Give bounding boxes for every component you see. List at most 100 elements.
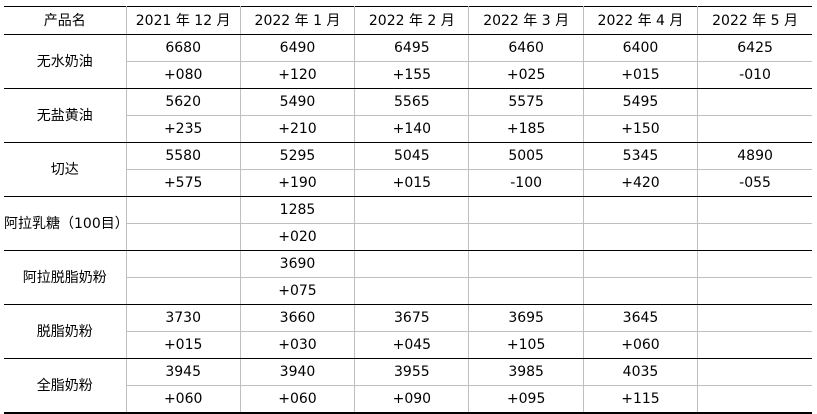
- change-cell: +235: [125, 115, 241, 143]
- product-name-label: 全脂奶粉: [36, 377, 93, 394]
- change-cell: +045: [354, 331, 470, 359]
- product-name: 阿拉脱脂奶粉: [4, 250, 127, 305]
- change-cell: +190: [239, 169, 356, 197]
- table-row-price: 阿拉脱脂奶粉 3690: [4, 250, 812, 305]
- product-name: 切达: [4, 142, 127, 197]
- change-cell: [697, 223, 812, 251]
- price-cell: 5580: [125, 142, 241, 170]
- price-cell: [582, 250, 699, 278]
- price-cell: 6495: [354, 34, 470, 62]
- change-cell: +075: [239, 277, 356, 305]
- change-cell: [697, 331, 812, 359]
- header-product: 产品名: [4, 6, 127, 35]
- change-cell: +015: [354, 169, 470, 197]
- product-name: 无水奶油: [4, 34, 127, 89]
- table-row-change: +575 +190 +015 -100 +420 -055: [4, 169, 812, 197]
- change-cell: +080: [125, 61, 241, 89]
- price-cell: 3675: [354, 304, 470, 332]
- product-name-label: 无盐黄油: [36, 107, 93, 124]
- change-cell: +115: [582, 385, 699, 414]
- change-cell: +575: [125, 169, 241, 197]
- change-cell: [354, 277, 470, 305]
- header-month: 2022 年 3 月: [468, 6, 584, 35]
- product-name-label: 阿拉乳糖（100目）: [4, 215, 129, 232]
- change-cell: [468, 277, 584, 305]
- price-cell: 3645: [582, 304, 699, 332]
- change-cell: +015: [582, 61, 699, 89]
- header-month: 2022 年 2 月: [354, 6, 470, 35]
- price-cell: [697, 358, 812, 386]
- price-cell: 5490: [239, 88, 356, 116]
- change-cell: +140: [354, 115, 470, 143]
- price-cell: [354, 196, 470, 224]
- change-cell: +060: [582, 331, 699, 359]
- price-cell: 6490: [239, 34, 356, 62]
- price-cell: [125, 250, 241, 278]
- price-cell: 3945: [125, 358, 241, 386]
- change-cell: +025: [468, 61, 584, 89]
- price-cell: 6400: [582, 34, 699, 62]
- change-cell: [468, 223, 584, 251]
- price-cell: 6460: [468, 34, 584, 62]
- product-name: 脱脂奶粉: [4, 304, 127, 359]
- change-cell: [125, 277, 241, 305]
- price-cell: [468, 196, 584, 224]
- change-cell: [582, 277, 699, 305]
- change-cell: [697, 115, 812, 143]
- price-cell: 5295: [239, 142, 356, 170]
- table-row-change: +060 +060 +090 +095 +115: [4, 385, 812, 414]
- price-cell: [697, 304, 812, 332]
- price-cell: [468, 250, 584, 278]
- price-cell: 5005: [468, 142, 584, 170]
- change-cell: +105: [468, 331, 584, 359]
- price-cell: 3985: [468, 358, 584, 386]
- product-name-label: 无水奶油: [36, 53, 93, 70]
- product-name: 阿拉乳糖（100目）: [4, 196, 129, 251]
- price-cell: 5565: [354, 88, 470, 116]
- price-cell: [697, 196, 812, 224]
- price-cell: [697, 88, 812, 116]
- price-cell: 6680: [125, 34, 241, 62]
- change-cell: +020: [239, 223, 356, 251]
- header-month: 2022 年 1 月: [239, 6, 356, 35]
- header-month: 2022 年 4 月: [582, 6, 699, 35]
- price-cell: 5345: [582, 142, 699, 170]
- table-row-price: 无盐黄油 5620 5490 5565 5575 5495: [4, 88, 812, 143]
- price-cell: 1285: [239, 196, 356, 224]
- change-cell: -100: [468, 169, 584, 197]
- change-cell: [125, 223, 241, 251]
- table-row-price: 切达 5580 5295 5045 5005 5345 4890: [4, 142, 812, 197]
- change-cell: [697, 385, 812, 414]
- table-row-change: +075: [4, 277, 812, 305]
- change-cell: -010: [697, 61, 812, 89]
- change-cell: +015: [125, 331, 241, 359]
- change-cell: +120: [239, 61, 356, 89]
- price-cell: [697, 250, 812, 278]
- price-table: 产品名 2021 年 12 月 2022 年 1 月 2022 年 2 月 20…: [4, 6, 812, 414]
- table-row-price: 全脂奶粉 3945 3940 3955 3985 4035: [4, 358, 812, 414]
- price-cell: 6425: [697, 34, 812, 62]
- product-name: 无盐黄油: [4, 88, 127, 143]
- change-cell: [354, 223, 470, 251]
- header-month: 2022 年 5 月: [697, 6, 812, 35]
- change-cell: +155: [354, 61, 470, 89]
- table-body: 无水奶油 6680 6490 6495 6460 6400 6425 +080 +120 +155…: [4, 34, 812, 414]
- table-row-change: +235 +210 +140 +185 +150: [4, 115, 812, 143]
- price-cell: 3730: [125, 304, 241, 332]
- price-cell: [125, 196, 241, 224]
- price-cell: 4035: [582, 358, 699, 386]
- product-name-label: 脱脂奶粉: [36, 323, 93, 340]
- table-row-change: +020: [4, 223, 812, 251]
- price-cell: [354, 250, 470, 278]
- price-cell: 3955: [354, 358, 470, 386]
- change-cell: [582, 223, 699, 251]
- table-row-price: 阿拉乳糖（100目） 1285: [4, 196, 812, 251]
- change-cell: +420: [582, 169, 699, 197]
- change-cell: +095: [468, 385, 584, 414]
- change-cell: +060: [239, 385, 356, 414]
- table-row-price: 脱脂奶粉 3730 3660 3675 3695 3645: [4, 304, 812, 359]
- change-cell: +090: [354, 385, 470, 414]
- price-cell: 3660: [239, 304, 356, 332]
- price-cell: [582, 196, 699, 224]
- product-name-label: 切达: [50, 161, 79, 178]
